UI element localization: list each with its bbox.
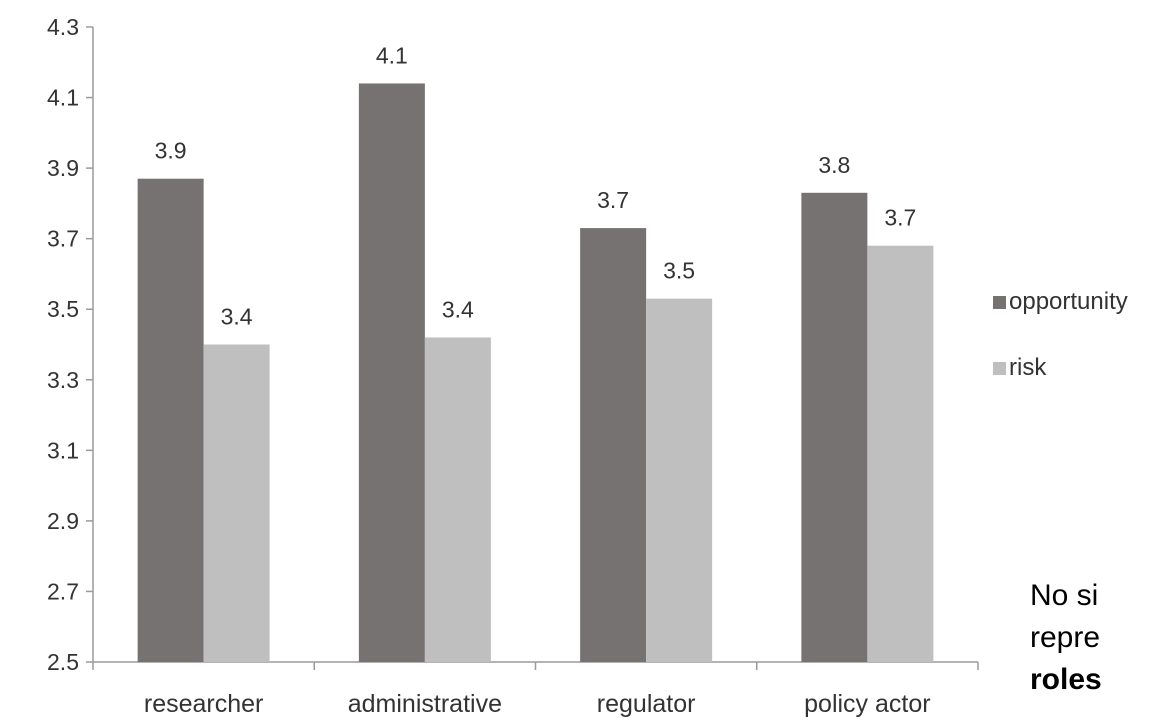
bars: 3.9 3.4 4.1 3.4 3.7 3.5 3.8 3.7 — [137, 42, 934, 663]
bar-value-label: 3.4 — [221, 304, 253, 330]
bar-risk — [424, 337, 491, 662]
bar-opportunity — [137, 178, 204, 662]
side-note-line-1: No si — [1030, 579, 1099, 612]
y-tick-label: 3.9 — [47, 155, 79, 181]
legend-label-opportunity: opportunity — [1009, 288, 1128, 315]
bar-value-label: 4.1 — [376, 42, 408, 68]
y-tick-label: 3.7 — [47, 226, 79, 252]
y-tick-label: 3.5 — [47, 296, 79, 322]
x-axis: researcher administrative regulator policy … — [92, 661, 979, 718]
legend: opportunity risk — [993, 288, 1128, 381]
bar-value-label: 3.8 — [818, 152, 850, 178]
bar-value-label: 3.4 — [442, 296, 474, 322]
side-note: No si repre roles — [1030, 575, 1171, 701]
y-tick-label: 3.3 — [47, 367, 79, 393]
y-tick-label: 2.7 — [47, 578, 79, 604]
x-category-label: researcher — [144, 690, 264, 718]
y-tick-label: 4.3 — [47, 14, 79, 40]
y-tick-label: 2.9 — [47, 508, 79, 534]
bar-value-label: 3.9 — [155, 138, 187, 164]
bar-opportunity — [580, 228, 647, 663]
bar-risk — [203, 344, 270, 662]
bar-risk — [867, 245, 934, 662]
bar-opportunity — [358, 83, 425, 662]
bar-value-label: 3.5 — [663, 258, 695, 284]
x-category-label: policy actor — [804, 690, 930, 718]
y-axis: 2.5 2.7 2.9 3.1 3.3 3.5 3.7 3.9 4.1 4.3 — [47, 14, 94, 675]
legend-swatch-opportunity — [993, 296, 1006, 309]
bar-value-label: 3.7 — [884, 205, 916, 231]
bar-opportunity — [801, 192, 868, 663]
x-category-label: regulator — [597, 690, 696, 718]
side-note-line-3: roles — [1030, 663, 1102, 696]
legend-label-risk: risk — [1009, 354, 1047, 381]
side-note-line-2: repre — [1030, 621, 1101, 654]
legend-swatch-risk — [993, 362, 1006, 375]
bar-risk — [646, 298, 713, 662]
y-tick-label: 2.5 — [47, 649, 79, 675]
bar-value-label: 3.7 — [597, 187, 629, 213]
y-tick-label: 3.1 — [47, 437, 79, 463]
x-category-label: administrative — [348, 690, 502, 718]
y-tick-label: 4.1 — [47, 85, 79, 111]
